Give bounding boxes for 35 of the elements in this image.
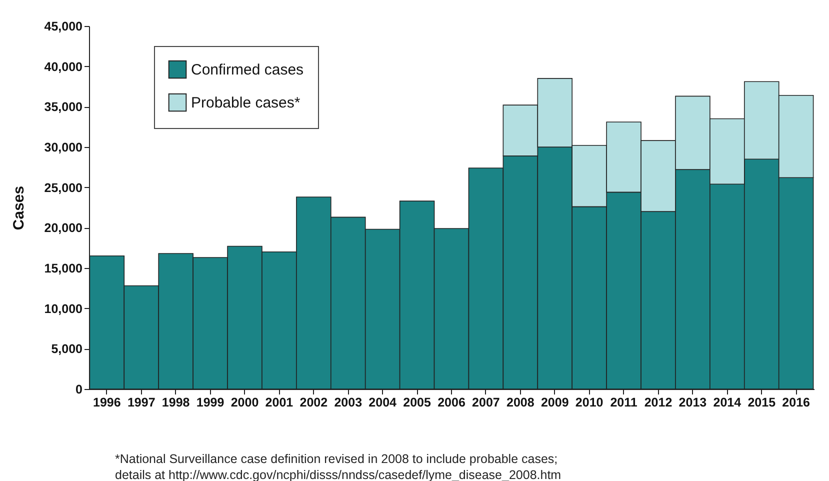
- legend-label: Probable cases*: [191, 94, 300, 112]
- x-tick-label: 1999: [196, 396, 224, 410]
- y-tick-label: 20,000: [44, 221, 83, 236]
- x-tick-label: 2002: [300, 396, 328, 410]
- x-tick-label: 1998: [162, 396, 190, 410]
- x-tick-label: 2006: [438, 396, 466, 410]
- text: *National Surveillance case definition revised in 2008 to include probable cases;: [115, 451, 559, 467]
- y-axis-title: Cases: [10, 186, 28, 230]
- y-tick-label: 0: [76, 382, 83, 396]
- x-tick-label: 2007: [472, 396, 500, 410]
- x-tick-label: 2013: [678, 396, 707, 410]
- x-tick-label: 2015: [748, 396, 776, 410]
- x-tick-label: 2003: [334, 396, 362, 410]
- x-tick-label: 2014: [713, 396, 742, 410]
- x-tick-label: 2011: [610, 396, 638, 410]
- x-tick-label: 2012: [644, 396, 672, 410]
- y-tick-label: 35,000: [44, 100, 83, 114]
- y-tick-label: 5,000: [51, 342, 83, 356]
- x-tick-label: 2001: [265, 396, 294, 410]
- x-tick-label: 1997: [127, 396, 156, 410]
- x-tick-label: 2008: [506, 396, 534, 410]
- x-tick-label: 2016: [782, 396, 810, 410]
- y-tick-label: 15,000: [44, 262, 83, 276]
- x-tick-label: 2005: [403, 396, 431, 410]
- y-tick-label: 30,000: [44, 140, 83, 154]
- x-tick-label: 2010: [575, 396, 604, 410]
- x-tick-label: 2004: [368, 396, 397, 410]
- y-tick-label: 40,000: [44, 60, 83, 74]
- y-tick-label: 45,000: [44, 20, 83, 34]
- x-tick-label: 2000: [230, 396, 259, 410]
- legend-label: Confirmed cases: [191, 62, 304, 78]
- x-tick-label: 2009: [540, 396, 569, 410]
- x-tick-label: 1996: [93, 396, 121, 410]
- y-tick-label: 10,000: [44, 302, 83, 316]
- y-tick-label: 25,000: [44, 180, 83, 195]
